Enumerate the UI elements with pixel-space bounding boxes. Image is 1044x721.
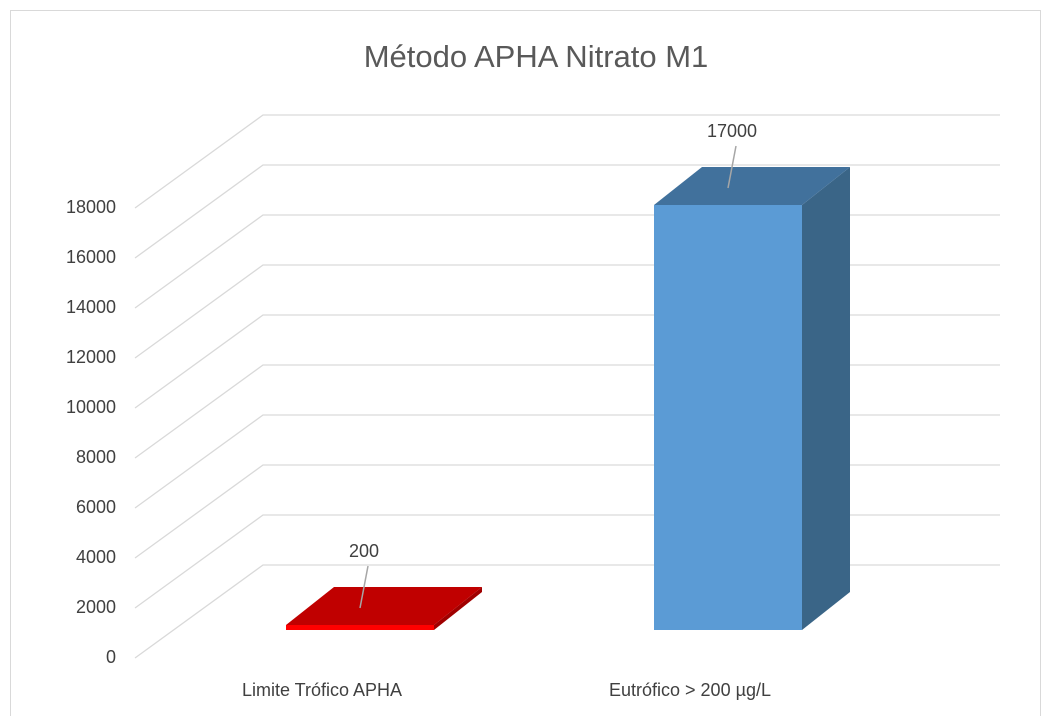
x-tick-label: Eutrófico > 200 µg/L: [609, 680, 771, 700]
y-tick-label: 4000: [76, 547, 116, 567]
y-tick-label: 14000: [66, 297, 116, 317]
y-tick-label: 6000: [76, 497, 116, 517]
leader-line: [727, 145, 737, 189]
bar-side: [434, 587, 482, 630]
data-label: 17000: [707, 121, 757, 141]
y-tick-label: 2000: [76, 597, 116, 617]
y-tick-label: 8000: [76, 447, 116, 467]
bar-top: [654, 167, 850, 205]
y-tick-label: 0: [106, 647, 116, 667]
chart-border: [10, 10, 1041, 721]
y-tick-label: 10000: [66, 397, 116, 417]
leader-line: [359, 565, 369, 609]
grid-line: [134, 114, 1000, 209]
bar-top: [286, 587, 482, 625]
data-label: 200: [349, 541, 379, 561]
grid-line: [134, 164, 1000, 259]
bar-side: [802, 167, 850, 630]
y-tick-label: 16000: [66, 247, 116, 267]
x-tick-label: Limite Trófico APHA: [242, 680, 402, 700]
bar: [286, 625, 434, 630]
y-tick-label: 12000: [66, 347, 116, 367]
bar: [654, 205, 802, 630]
chart-title: Método APHA Nitrato M1: [364, 39, 709, 74]
y-tick-label: 18000: [66, 197, 116, 217]
